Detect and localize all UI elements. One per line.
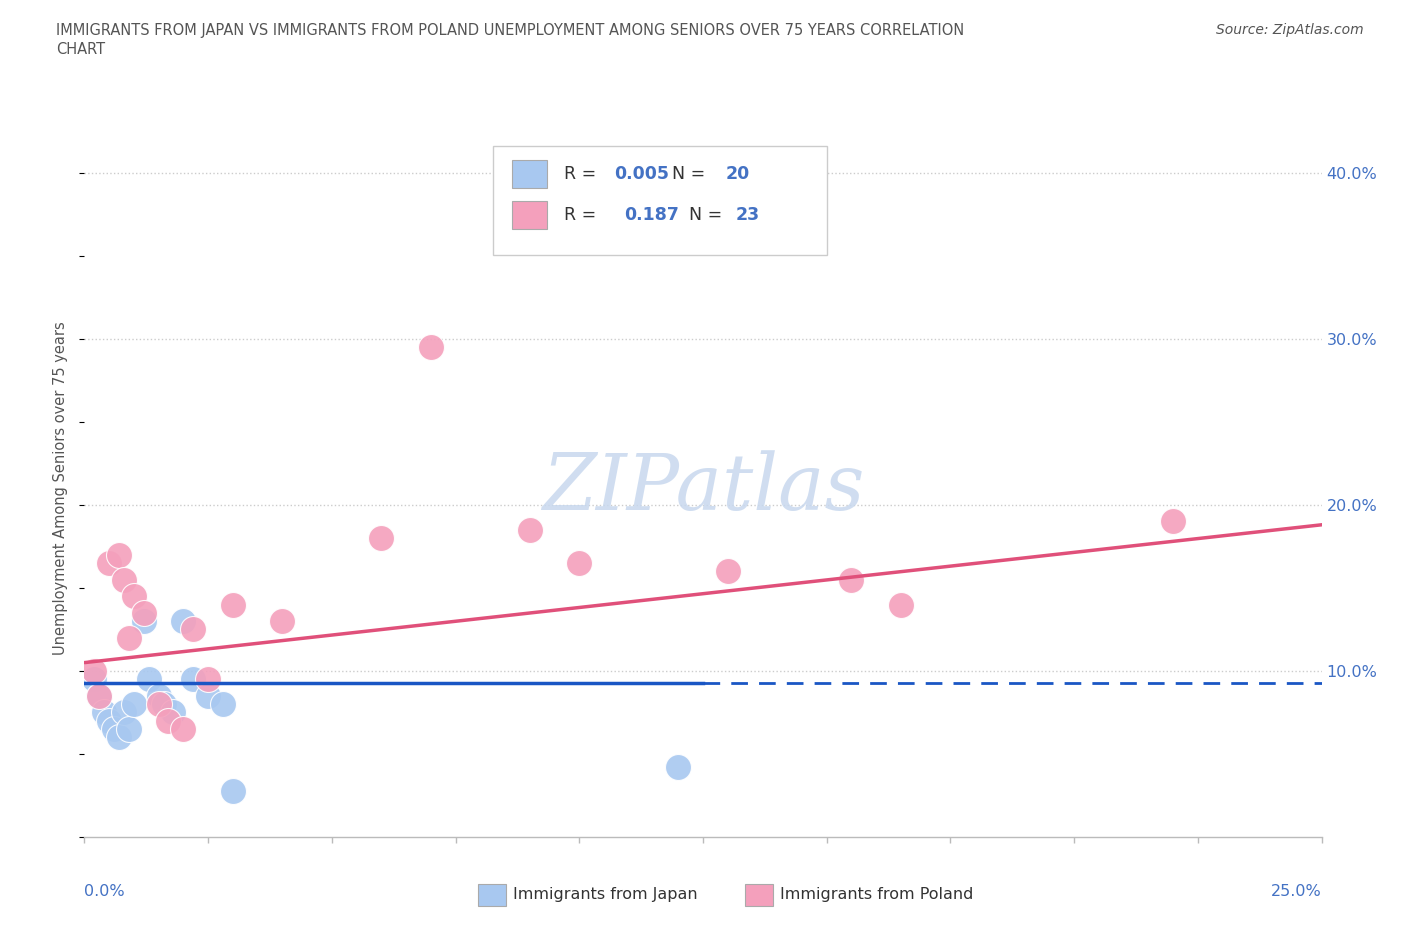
Point <box>122 697 145 711</box>
Text: IMMIGRANTS FROM JAPAN VS IMMIGRANTS FROM POLAND UNEMPLOYMENT AMONG SENIORS OVER : IMMIGRANTS FROM JAPAN VS IMMIGRANTS FROM… <box>56 23 965 38</box>
Point <box>132 614 155 629</box>
Point <box>83 671 105 686</box>
Point <box>148 697 170 711</box>
Text: 0.187: 0.187 <box>624 206 679 224</box>
Point <box>118 722 141 737</box>
Point <box>841 572 863 587</box>
Point <box>162 705 184 720</box>
Point <box>271 614 294 629</box>
Point <box>108 547 131 562</box>
Point <box>717 564 740 578</box>
Point <box>108 730 131 745</box>
Point <box>568 555 591 570</box>
Point <box>222 597 245 612</box>
Text: Immigrants from Poland: Immigrants from Poland <box>780 887 974 902</box>
FancyBboxPatch shape <box>492 147 827 255</box>
Point <box>666 760 689 775</box>
Y-axis label: Unemployment Among Seniors over 75 years: Unemployment Among Seniors over 75 years <box>53 322 69 655</box>
Point <box>89 688 111 703</box>
Text: 0.005: 0.005 <box>614 166 669 183</box>
Text: 25.0%: 25.0% <box>1271 884 1322 898</box>
Text: N =: N = <box>678 206 728 224</box>
Text: 20: 20 <box>725 166 749 183</box>
Point <box>103 722 125 737</box>
Point <box>98 713 121 728</box>
Point <box>157 713 180 728</box>
Point <box>122 589 145 604</box>
Text: R =: R = <box>564 166 602 183</box>
Point <box>370 531 392 546</box>
Point <box>98 555 121 570</box>
Text: 23: 23 <box>735 206 759 224</box>
Text: ZIPatlas: ZIPatlas <box>541 450 865 526</box>
Point <box>132 605 155 620</box>
Point <box>419 339 441 354</box>
Point <box>181 622 204 637</box>
Point <box>212 697 235 711</box>
Point <box>197 688 219 703</box>
Point <box>890 597 912 612</box>
Point <box>197 671 219 686</box>
Point <box>112 705 135 720</box>
Point <box>112 572 135 587</box>
Point <box>172 614 194 629</box>
Point <box>138 671 160 686</box>
FancyBboxPatch shape <box>512 161 547 189</box>
Point <box>172 722 194 737</box>
Text: Source: ZipAtlas.com: Source: ZipAtlas.com <box>1216 23 1364 37</box>
Text: 0.0%: 0.0% <box>84 884 125 898</box>
Point <box>1161 514 1184 529</box>
Point <box>181 671 204 686</box>
Text: CHART: CHART <box>56 42 105 57</box>
Point <box>89 688 111 703</box>
Text: R =: R = <box>564 206 607 224</box>
Point <box>93 705 115 720</box>
Text: N =: N = <box>661 166 710 183</box>
Point <box>222 783 245 798</box>
Point <box>519 523 541 538</box>
Point <box>152 697 174 711</box>
Point <box>148 688 170 703</box>
FancyBboxPatch shape <box>512 201 547 229</box>
Point <box>83 663 105 678</box>
Text: Immigrants from Japan: Immigrants from Japan <box>513 887 697 902</box>
Point <box>118 631 141 645</box>
